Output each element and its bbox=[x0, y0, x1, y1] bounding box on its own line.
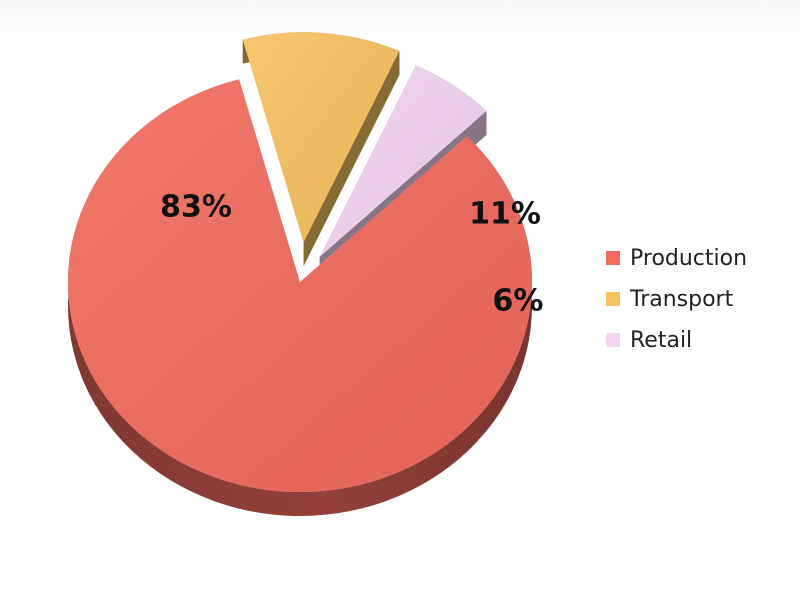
legend-label-retail: Retail bbox=[630, 328, 692, 353]
pie-data-labels: 83% 11% 6% bbox=[160, 190, 543, 319]
data-label-transport: 11% bbox=[469, 197, 541, 232]
pie-slice-tops bbox=[68, 32, 532, 492]
legend-label-transport: Transport bbox=[629, 287, 734, 312]
pie-slice-face-transport bbox=[303, 51, 400, 267]
pie-slice-highlight-production bbox=[68, 79, 532, 492]
legend-label-production: Production bbox=[630, 246, 747, 271]
pie-slice-highlight-transport bbox=[242, 32, 400, 243]
pie-slice-highlight-retail bbox=[319, 65, 487, 257]
legend-swatch-production bbox=[606, 251, 620, 265]
legend-swatch-transport bbox=[606, 292, 620, 306]
data-label-production: 83% bbox=[160, 190, 232, 225]
legend-swatch-retail bbox=[606, 333, 620, 347]
legend: Production Transport Retail bbox=[606, 246, 747, 353]
data-label-retail: 6% bbox=[493, 284, 544, 319]
